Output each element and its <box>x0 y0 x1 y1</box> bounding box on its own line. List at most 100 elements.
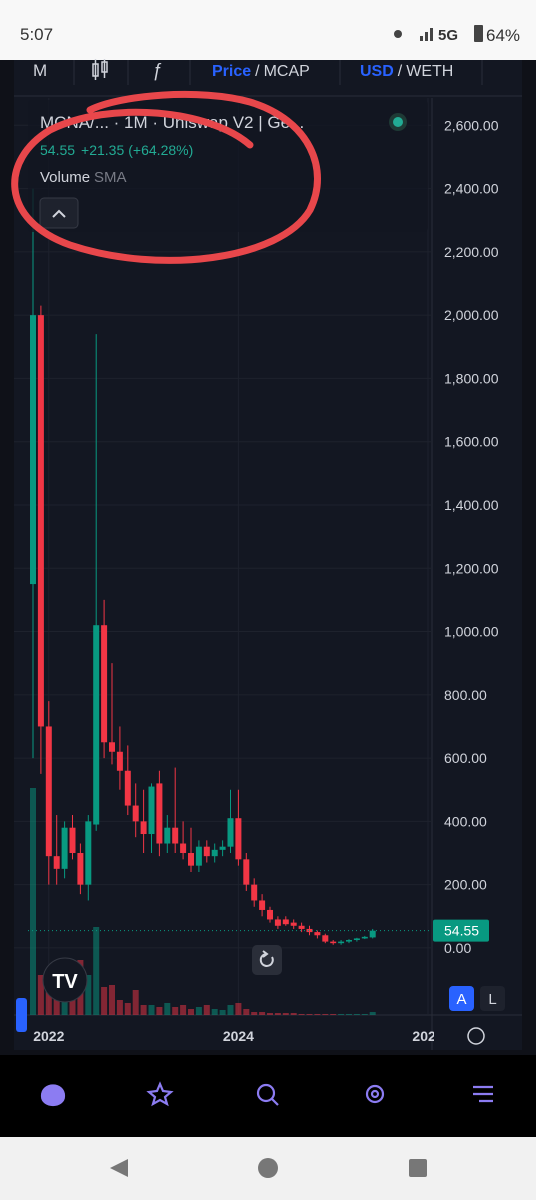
status-bar <box>0 0 536 60</box>
settings-hex[interactable] <box>467 1027 485 1045</box>
volume-bar <box>306 1014 313 1015</box>
candle-body <box>124 770 131 806</box>
y-tick-label: 0.00 <box>444 940 471 956</box>
recents-button[interactable] <box>409 1159 427 1177</box>
volume-bar <box>361 1014 368 1015</box>
change-percent: (+64.28%) <box>128 142 193 158</box>
tv-logo[interactable] <box>42 957 88 1003</box>
sep: / <box>255 63 260 80</box>
candle-body <box>45 726 52 857</box>
candle-body <box>101 625 108 743</box>
y-tick-label: 2,400.00 <box>444 181 499 197</box>
search-icon[interactable] <box>256 1083 276 1103</box>
settings-icon[interactable] <box>365 1084 385 1104</box>
candle-body <box>180 843 187 854</box>
candle-body <box>267 909 273 920</box>
volume-label: Volume <box>40 169 90 186</box>
last-price-badge <box>433 919 489 942</box>
candle-body <box>85 821 92 885</box>
home-button[interactable] <box>258 1158 278 1178</box>
volume-bar <box>274 1013 281 1015</box>
home-icon[interactable] <box>40 1084 66 1107</box>
status-icons <box>394 25 483 42</box>
candle-body <box>369 930 376 938</box>
candle-body <box>259 900 266 910</box>
volume-bar <box>219 1010 226 1015</box>
price-toggle[interactable]: Price / MCAP <box>212 63 310 80</box>
candle-icon[interactable] <box>92 59 108 80</box>
candle-body <box>148 786 155 835</box>
volume-bar <box>235 1003 242 1015</box>
usd[interactable]: USD <box>360 63 394 80</box>
candle-body <box>156 783 163 844</box>
mcap[interactable]: MCAP <box>264 63 310 80</box>
auto-scale-button[interactable] <box>449 986 474 1011</box>
price[interactable]: Price <box>212 63 251 80</box>
volume-bar <box>259 1012 266 1015</box>
log-scale-button[interactable] <box>480 986 505 1011</box>
time-axis: 2022 2024 2026 <box>33 1028 434 1044</box>
change: +21.35 <box>81 142 124 158</box>
candle-body <box>361 936 368 939</box>
volume-bar <box>346 1014 352 1015</box>
volume-bar <box>164 1003 171 1015</box>
symbol-title: MCNA/... · 1M · Uniswap V2 | Ge... <box>40 113 304 132</box>
volume-bar <box>211 1009 218 1015</box>
side-tab[interactable] <box>16 998 27 1032</box>
close: 54.55 <box>40 142 75 158</box>
candle-body <box>322 935 329 942</box>
volume-bar <box>353 1014 360 1015</box>
volume-bar <box>30 788 36 1015</box>
candle-body <box>69 827 76 854</box>
annotation-scribble <box>11 90 321 264</box>
volume-bar <box>243 1009 250 1015</box>
y-tick-label: 800.00 <box>444 687 487 703</box>
y-tick-label: 2,200.00 <box>444 244 499 260</box>
collapse-button[interactable] <box>39 197 79 229</box>
menu-icon[interactable] <box>473 1085 493 1103</box>
favorites-icon[interactable] <box>146 1081 174 1107</box>
currency-toggle[interactable]: USD / WETH <box>360 63 453 80</box>
status-dot <box>393 117 403 127</box>
indicators-icon[interactable]: ƒ <box>152 60 162 80</box>
candle-body <box>93 625 100 825</box>
app-nav-icons <box>40 1081 493 1107</box>
app-nav <box>0 1055 536 1137</box>
volume-bar <box>330 1014 337 1015</box>
candle-body <box>290 922 297 926</box>
candle-body <box>330 941 337 944</box>
volume-bar <box>124 1003 131 1015</box>
candle-body <box>37 315 44 727</box>
volume-bar <box>298 1014 305 1015</box>
y-tick-label: 1,800.00 <box>444 370 499 386</box>
volume-bar <box>188 1009 194 1015</box>
reset-button[interactable] <box>252 945 282 975</box>
volume-bar <box>93 927 100 1015</box>
volume-bar <box>148 1005 155 1015</box>
candle-body <box>211 849 218 857</box>
volume-bar <box>140 1005 147 1015</box>
y-tick-label: 1,200.00 <box>444 560 499 576</box>
y-tick-label: 2,600.00 <box>444 117 499 133</box>
volume-legend: Volume SMA <box>40 169 127 186</box>
log-scale[interactable]: L <box>488 991 496 1008</box>
volume-bar <box>132 990 139 1015</box>
candle-body <box>188 853 194 866</box>
volume-bar <box>251 1012 258 1015</box>
volume-bar <box>338 1014 345 1015</box>
volume-bar <box>37 975 44 1015</box>
candle-body <box>353 938 360 941</box>
back-button[interactable] <box>110 1159 128 1177</box>
battery: 64% <box>486 26 520 45</box>
weth[interactable]: WETH <box>406 63 453 80</box>
candle-body <box>243 859 250 885</box>
auto-scale[interactable]: A <box>456 991 466 1008</box>
y-tick-label: 1,600.00 <box>444 434 499 450</box>
volume-bar <box>109 985 115 1015</box>
candle-body <box>53 856 60 869</box>
interval[interactable]: M <box>33 61 47 80</box>
volume-bar <box>172 1007 179 1015</box>
candle-body <box>132 805 139 822</box>
candle-body <box>116 751 123 771</box>
last-price-label: 54.55 <box>444 923 479 939</box>
